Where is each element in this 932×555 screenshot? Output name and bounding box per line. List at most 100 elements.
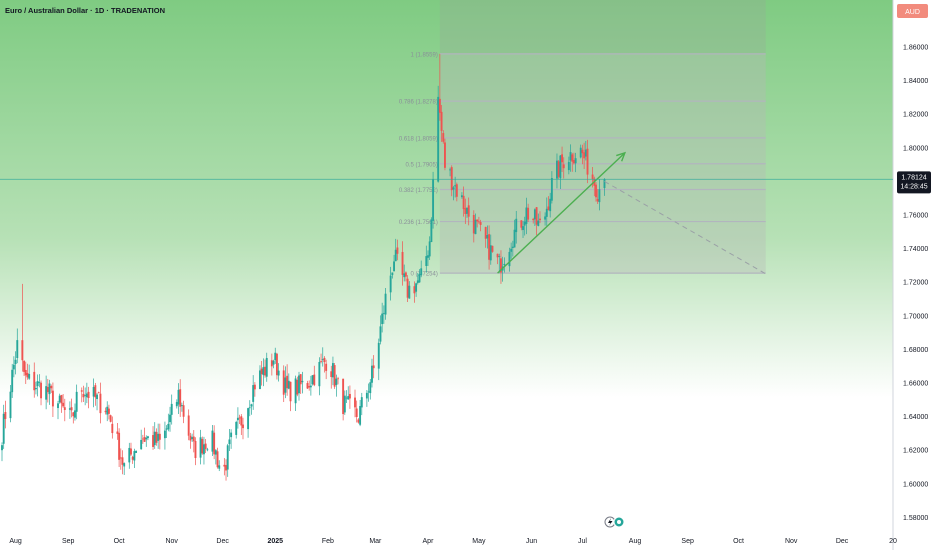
candle-body (140, 439, 143, 450)
candle-body (467, 205, 470, 217)
candle-body (158, 433, 161, 440)
candle-body (371, 365, 373, 383)
candle-body (187, 415, 190, 436)
time-tick-label: Oct (114, 538, 125, 545)
price-tick-label: 1.62000 (903, 448, 928, 455)
candle-body (277, 370, 280, 376)
candle-body (211, 430, 214, 452)
candle-body (455, 184, 458, 197)
candle-body (591, 174, 594, 180)
candle-body (94, 385, 97, 398)
time-tick-label: May (472, 538, 486, 545)
price-tick-label: 1.76000 (903, 213, 928, 220)
candle-body (474, 219, 477, 235)
candle-body (16, 340, 19, 359)
candle-body (556, 160, 558, 179)
candle-body (561, 154, 564, 163)
candle-body (308, 386, 311, 388)
candle-body (595, 184, 597, 198)
candle-body (128, 447, 131, 463)
candle-body (147, 436, 149, 439)
candle-body (1, 445, 3, 451)
candle-body (240, 416, 243, 426)
fib-level-label: 1 (1.8559) (411, 52, 438, 58)
candle-body (24, 369, 27, 376)
trend-line[interactable] (497, 152, 626, 274)
candle-body (26, 373, 29, 378)
time-tick-label: Oct (733, 538, 744, 545)
candle-body (123, 463, 126, 467)
candle-body (50, 386, 53, 389)
currency-badge[interactable]: AUD (897, 4, 928, 18)
candle-body (562, 164, 565, 169)
candle-body (250, 404, 253, 407)
candle-body (347, 396, 350, 400)
price-tick-label: 1.60000 (903, 481, 928, 488)
candle-body (442, 133, 445, 142)
candle-body (301, 380, 304, 383)
candle-body (287, 380, 290, 389)
candle-body (203, 444, 205, 455)
candle-body (508, 251, 511, 267)
time-tick-label: 20 (889, 538, 897, 545)
candle-body (296, 379, 299, 395)
candle-body (418, 273, 421, 283)
candle-body (537, 220, 540, 226)
candle-body (206, 449, 209, 451)
candle-body (572, 159, 575, 164)
time-tick-label: Feb (322, 538, 334, 545)
candle-body (330, 371, 333, 378)
candle-body (427, 255, 429, 258)
candle-body (46, 386, 49, 393)
candle-body (333, 365, 336, 387)
candle-body (260, 368, 263, 375)
candle-body (452, 187, 455, 190)
last-price-countdown: 14:28:45 (900, 183, 927, 190)
candle-body (118, 432, 121, 460)
price-axis[interactable]: 1.860001.840001.820001.800001.780001.760… (903, 45, 928, 522)
candle-body (438, 98, 441, 113)
candle-body (545, 208, 548, 217)
time-axis[interactable]: Aug Sep Oct Nov Dec 2025 Feb Mar Apr May Jun Jul Aug… (9, 538, 897, 545)
time-tick-label: Dec (216, 538, 229, 545)
candle-body (63, 407, 66, 410)
candle-body (369, 382, 372, 394)
candle-body (298, 375, 300, 394)
flag-icon-inner (617, 520, 621, 524)
candle-body (437, 96, 440, 182)
candle-body (264, 366, 267, 376)
candle-body (51, 390, 54, 407)
candle-body (152, 435, 154, 447)
candle-body (309, 385, 312, 388)
candle-body (345, 397, 348, 399)
candle-body (201, 439, 204, 454)
projection-line[interactable] (604, 180, 766, 275)
candle-body (225, 465, 227, 471)
time-tick-label: Aug (629, 538, 642, 545)
time-tick-label: Jun (526, 538, 537, 545)
candle-body (511, 246, 514, 248)
candle-body (357, 419, 360, 423)
candle-body (535, 207, 538, 225)
candle-body (389, 275, 392, 293)
candle-body (182, 405, 185, 417)
fib-retracement[interactable]: 1 (1.8559) 0.786 (1.8278) 0.618 (1.8059) 0.… (399, 0, 766, 278)
candle-body (130, 448, 132, 455)
candle-body (21, 340, 24, 361)
news-event-icon[interactable] (604, 516, 625, 528)
candle-body (214, 450, 217, 455)
candle-body (420, 268, 423, 276)
candle-body (97, 392, 100, 394)
drawing-overlays[interactable] (0, 151, 893, 275)
candle-body (532, 218, 535, 221)
candle-body (476, 219, 479, 222)
candle-body (354, 397, 356, 408)
candle-body (365, 392, 368, 399)
candle-body (539, 218, 541, 221)
candle-body (396, 247, 399, 254)
price-tick-label: 1.64000 (903, 414, 928, 421)
candle-body (522, 226, 524, 231)
candle-body (274, 352, 277, 361)
